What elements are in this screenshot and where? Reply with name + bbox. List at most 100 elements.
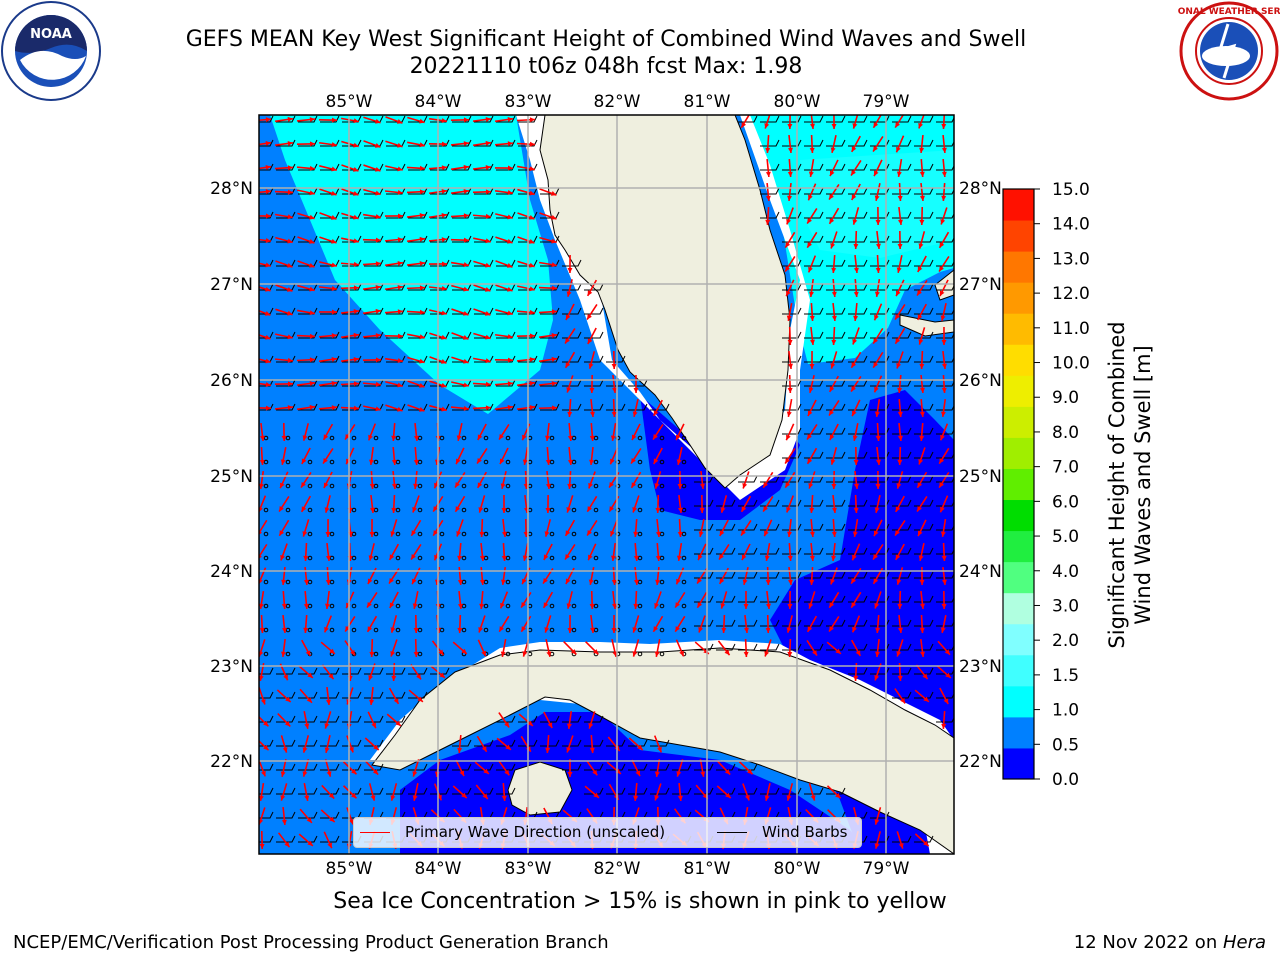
wind-barb xyxy=(518,403,538,411)
wave-direction-arrowhead xyxy=(873,122,879,128)
wave-direction-arrowhead xyxy=(764,795,770,801)
wind-barb-calm xyxy=(483,507,489,513)
wave-direction-arrowhead xyxy=(477,457,482,464)
wave-direction-arrowhead xyxy=(940,315,946,321)
wind-barb xyxy=(540,331,560,339)
wave-direction-arrowhead xyxy=(941,339,947,345)
wave-direction-arrowhead xyxy=(545,507,551,513)
wind-barb-calm xyxy=(263,603,269,609)
wind-barb xyxy=(672,763,692,771)
wave-direction-arrowhead xyxy=(483,768,489,774)
wind-barb xyxy=(276,355,296,363)
wave-direction-arrowhead xyxy=(945,672,951,678)
wind-barb xyxy=(936,596,954,603)
wind-barb-calm xyxy=(681,483,687,489)
wave-direction-arrowhead xyxy=(331,262,337,268)
wave-direction-arrowhead xyxy=(765,195,771,201)
wave-direction-arrowhead xyxy=(679,650,684,657)
wave-direction-arrowhead xyxy=(835,648,841,654)
wind-barb-calm xyxy=(417,531,423,537)
wave-direction-arrowhead xyxy=(485,238,491,244)
wind-barb xyxy=(914,187,934,195)
wave-direction-arrowhead xyxy=(353,309,359,315)
wind-barb xyxy=(848,427,868,435)
wind-barb xyxy=(562,379,582,387)
colorbar-ticks: 15.0 14.0 13.0 12.0 11.0 10.0 9.0 8.0 7.0 6.0 5.0 4… xyxy=(1034,180,1090,790)
wind-barb xyxy=(892,427,912,435)
wave-direction-arrowhead xyxy=(374,143,381,148)
wave-direction-arrowhead xyxy=(389,577,394,584)
wind-barb xyxy=(760,139,780,147)
wind-barb xyxy=(452,211,472,219)
wind-barb xyxy=(914,355,934,363)
wave-direction-arrowhead xyxy=(874,291,880,297)
wave-direction-arrowhead xyxy=(507,310,513,316)
wave-direction-arrowhead xyxy=(897,603,903,609)
wave-direction-arrowhead xyxy=(742,579,748,585)
wind-barb xyxy=(848,475,868,483)
wind-barb xyxy=(298,691,318,699)
wind-barb-calm xyxy=(439,507,445,513)
wave-direction-arrowhead xyxy=(764,555,770,561)
wind-barb xyxy=(320,667,340,675)
wind-barb xyxy=(386,115,406,123)
wind-barb xyxy=(936,716,954,723)
wind-barb xyxy=(694,571,714,579)
wave-direction-arrowhead xyxy=(281,819,287,825)
lat-label: 23°N xyxy=(959,657,1002,677)
wave-direction-arrowhead xyxy=(419,285,425,291)
wind-barb-calm xyxy=(329,435,335,441)
wind-barb xyxy=(826,259,846,267)
wind-barb xyxy=(804,211,824,219)
wave-direction-arrowhead xyxy=(411,554,416,560)
wind-barb xyxy=(914,835,934,843)
wind-barb xyxy=(320,331,340,339)
wind-barb-calm xyxy=(593,579,599,585)
wind-barb xyxy=(298,235,318,243)
wave-direction-arrowhead xyxy=(259,795,264,801)
wave-direction-arrowhead xyxy=(280,554,285,561)
wind-barb xyxy=(364,235,384,243)
wave-direction-arrowhead xyxy=(897,675,903,681)
wind-barb xyxy=(826,427,846,435)
wind-barb xyxy=(892,451,912,459)
wind-barb xyxy=(386,715,406,723)
wave-direction-arrowhead xyxy=(353,238,359,244)
wave-direction-arrowhead xyxy=(698,531,704,537)
wave-direction-arrowhead xyxy=(499,433,504,440)
wave-direction-arrowhead xyxy=(633,579,639,585)
wind-barb xyxy=(892,523,912,531)
wind-barb xyxy=(826,595,846,603)
wave-direction-arrowhead xyxy=(785,242,791,248)
wave-direction-arrowhead xyxy=(522,651,528,657)
wind-barb xyxy=(540,283,560,291)
wave-direction-arrowhead xyxy=(675,626,681,632)
wind-barbs-legend-swatch xyxy=(717,832,747,833)
colorbar-segment xyxy=(1003,406,1034,438)
wave-direction-arrowhead xyxy=(368,555,374,561)
wave-direction-arrowhead xyxy=(397,213,403,219)
wave-direction-arrowhead xyxy=(897,243,903,249)
wave-direction-arrowhead xyxy=(941,363,947,369)
wave-direction-arrowhead xyxy=(787,579,793,585)
noaa-logo-text: NOAA xyxy=(30,27,72,42)
wave-direction-arrowhead xyxy=(544,627,550,633)
wave-direction-arrowhead xyxy=(500,579,506,585)
wind-barb-calm xyxy=(483,579,489,585)
wave-direction-arrowhead xyxy=(504,769,510,776)
wind-barb xyxy=(892,211,912,219)
wave-direction-arrowhead xyxy=(611,363,617,369)
wind-barb xyxy=(364,787,384,795)
wind-barb xyxy=(892,475,912,483)
wind-barb xyxy=(694,643,714,651)
wave-direction-arrowhead xyxy=(397,382,403,388)
wind-barb-calm xyxy=(549,603,555,609)
wind-barb xyxy=(826,523,846,531)
wind-barb xyxy=(782,619,802,627)
wave-direction-arrowhead xyxy=(280,459,286,465)
wave-direction-arrowhead xyxy=(787,603,793,609)
wind-barb xyxy=(804,643,824,651)
wave-direction-arrowhead xyxy=(944,649,950,655)
wind-barb xyxy=(364,667,384,675)
wave-direction-arrowhead xyxy=(389,554,395,560)
